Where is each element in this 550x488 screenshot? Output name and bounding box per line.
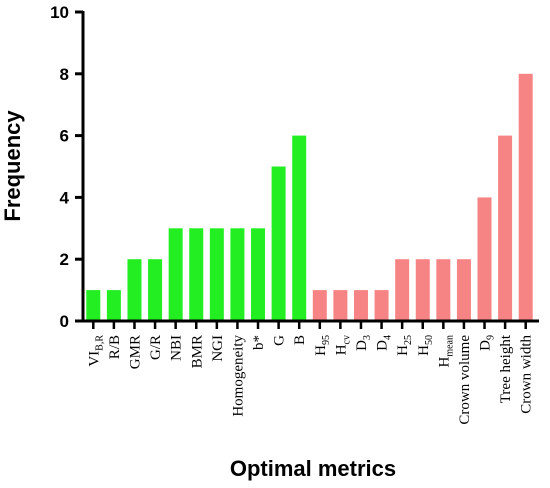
x-axis: VIB,R R/B GMR G/R NBI BMR NGI Homogeneity b* G B H9… xyxy=(81,319,539,425)
x-tick-label: Homogeneity xyxy=(230,335,246,417)
y-tick-label: 6 xyxy=(60,127,69,146)
x-tick-label: G xyxy=(272,335,288,346)
x-tick-label: H95 xyxy=(313,335,332,356)
bar-12 xyxy=(333,290,348,321)
bar-21 xyxy=(518,73,533,321)
y-tick-label: 0 xyxy=(60,312,69,331)
x-tick-label: GMR xyxy=(127,335,143,369)
y-tick-label: 10 xyxy=(50,3,69,22)
bar-15 xyxy=(395,259,410,321)
x-tick-label: G/R xyxy=(148,335,164,360)
bar-4 xyxy=(168,228,183,321)
bar-5 xyxy=(189,228,204,321)
bar-18 xyxy=(456,259,471,321)
x-tick-label: D9 xyxy=(478,335,497,351)
x-tick-label: H50 xyxy=(416,335,435,356)
x-tick-label: D4 xyxy=(375,335,394,351)
bar-19 xyxy=(477,197,492,321)
y-axis: 0 2 4 6 8 10 xyxy=(50,3,85,331)
bar-6 xyxy=(209,228,224,321)
x-tick-label: VIB,R xyxy=(86,335,105,367)
bar-2 xyxy=(127,259,142,321)
y-axis-title: Frequency xyxy=(0,110,25,222)
bar-20 xyxy=(498,135,513,321)
x-tick-label: B xyxy=(292,335,308,345)
x-tick-label: b* xyxy=(251,335,267,350)
x-tick-label: Hmean xyxy=(436,335,455,368)
x-tick-label: BMR xyxy=(189,335,205,368)
x-tick-label: Hcv xyxy=(333,335,352,355)
bar-7 xyxy=(230,228,245,321)
x-tick-label: Tree height xyxy=(498,334,514,403)
bar-0 xyxy=(86,290,101,321)
x-tick-label: NGI xyxy=(210,335,226,362)
x-tick-label: H25 xyxy=(395,335,414,356)
bars-group xyxy=(86,73,533,321)
bar-10 xyxy=(292,135,307,321)
bar-9 xyxy=(271,166,286,321)
x-tick-label: Crown width xyxy=(519,335,535,414)
y-tick-label: 4 xyxy=(60,188,70,207)
bar-16 xyxy=(415,259,430,321)
bar-14 xyxy=(374,290,389,321)
x-tick-label: D3 xyxy=(354,335,373,351)
bar-11 xyxy=(312,290,327,321)
x-tick-label: Crown volume xyxy=(457,335,473,425)
bar-1 xyxy=(106,290,121,321)
x-axis-title: Optimal metrics xyxy=(230,456,396,481)
x-tick-label: R/B xyxy=(107,335,123,359)
bar-8 xyxy=(251,228,266,321)
y-tick-label: 8 xyxy=(60,65,69,84)
bar-3 xyxy=(148,259,163,321)
bar-13 xyxy=(353,290,368,321)
x-tick-label: NBI xyxy=(169,335,185,361)
y-tick-label: 2 xyxy=(60,250,69,269)
bar-17 xyxy=(436,259,451,321)
